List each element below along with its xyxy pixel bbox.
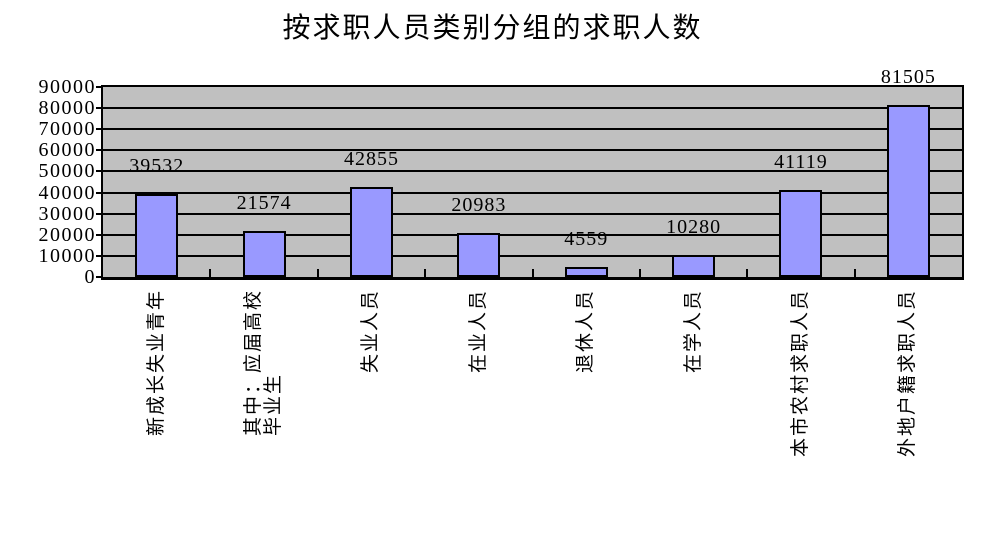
x-axis-tick	[209, 269, 212, 277]
y-axis-tick	[96, 212, 101, 215]
bar-value-label: 39532	[129, 155, 185, 177]
x-axis-tick	[424, 269, 427, 277]
y-axis-tick	[96, 276, 101, 278]
bar	[350, 187, 393, 277]
y-axis-tick	[96, 191, 101, 194]
gridline	[103, 212, 962, 215]
gridline	[103, 254, 962, 257]
gridline	[103, 233, 962, 236]
bar-value-label: 41119	[774, 151, 828, 173]
bar	[243, 231, 286, 277]
x-axis-tick	[638, 269, 641, 277]
bar-value-label: 81505	[880, 66, 936, 88]
bar-value-label: 20983	[451, 194, 507, 216]
gridline	[103, 107, 962, 110]
bar	[565, 267, 608, 277]
x-axis-tick	[746, 269, 749, 277]
gridline	[103, 170, 962, 173]
x-axis-tick	[531, 269, 534, 277]
y-axis-tick	[96, 128, 101, 131]
category-label: 在学人员	[682, 289, 704, 374]
y-axis-tick	[96, 254, 101, 257]
y-axis-tick-label: 90000	[38, 76, 96, 98]
x-axis-tick	[316, 269, 319, 277]
bar	[779, 190, 822, 277]
bar-value-label: 10280	[666, 216, 722, 238]
y-axis-tick	[96, 107, 101, 110]
y-axis-tick-label: 10000	[38, 244, 96, 267]
category-label: 新成长失业青年	[145, 289, 167, 437]
y-axis-tick	[96, 86, 101, 88]
y-axis-tick-label: 60000	[38, 139, 96, 162]
bar	[887, 105, 930, 277]
bar-value-label: 21574	[236, 192, 292, 214]
x-axis-tick	[853, 269, 856, 277]
y-axis-tick-label: 50000	[38, 160, 96, 183]
y-axis-tick	[96, 233, 101, 236]
chart-title: 按求职人员类别分组的求职人数	[282, 13, 703, 44]
y-axis-tick-label: 40000	[38, 181, 96, 204]
gridline	[103, 128, 962, 131]
y-axis-tick-label: 20000	[38, 223, 96, 246]
category-label: 在业人员	[467, 289, 489, 374]
y-axis-tick	[96, 149, 101, 152]
plot-area	[101, 85, 964, 280]
gridline	[103, 149, 962, 152]
gridline	[103, 191, 962, 194]
bar-value-label: 42855	[343, 148, 399, 170]
y-axis-tick-label: 80000	[38, 97, 96, 120]
category-label: 退休人员	[575, 289, 597, 374]
bar-value-label: 4559	[564, 228, 609, 250]
bar	[457, 233, 500, 277]
y-axis-tick-label: 70000	[38, 118, 96, 141]
category-label: 失业人员	[360, 289, 382, 374]
y-axis-tick-label: 0	[84, 266, 96, 288]
category-label: 其中：应届高校 毕业生	[243, 289, 285, 437]
bar	[135, 194, 178, 277]
bar	[672, 255, 715, 277]
category-label: 外地户籍求职人员	[897, 289, 919, 458]
y-axis-tick	[96, 170, 101, 173]
category-label: 本市农村求职人员	[789, 289, 811, 458]
y-axis-tick-label: 30000	[38, 202, 96, 225]
